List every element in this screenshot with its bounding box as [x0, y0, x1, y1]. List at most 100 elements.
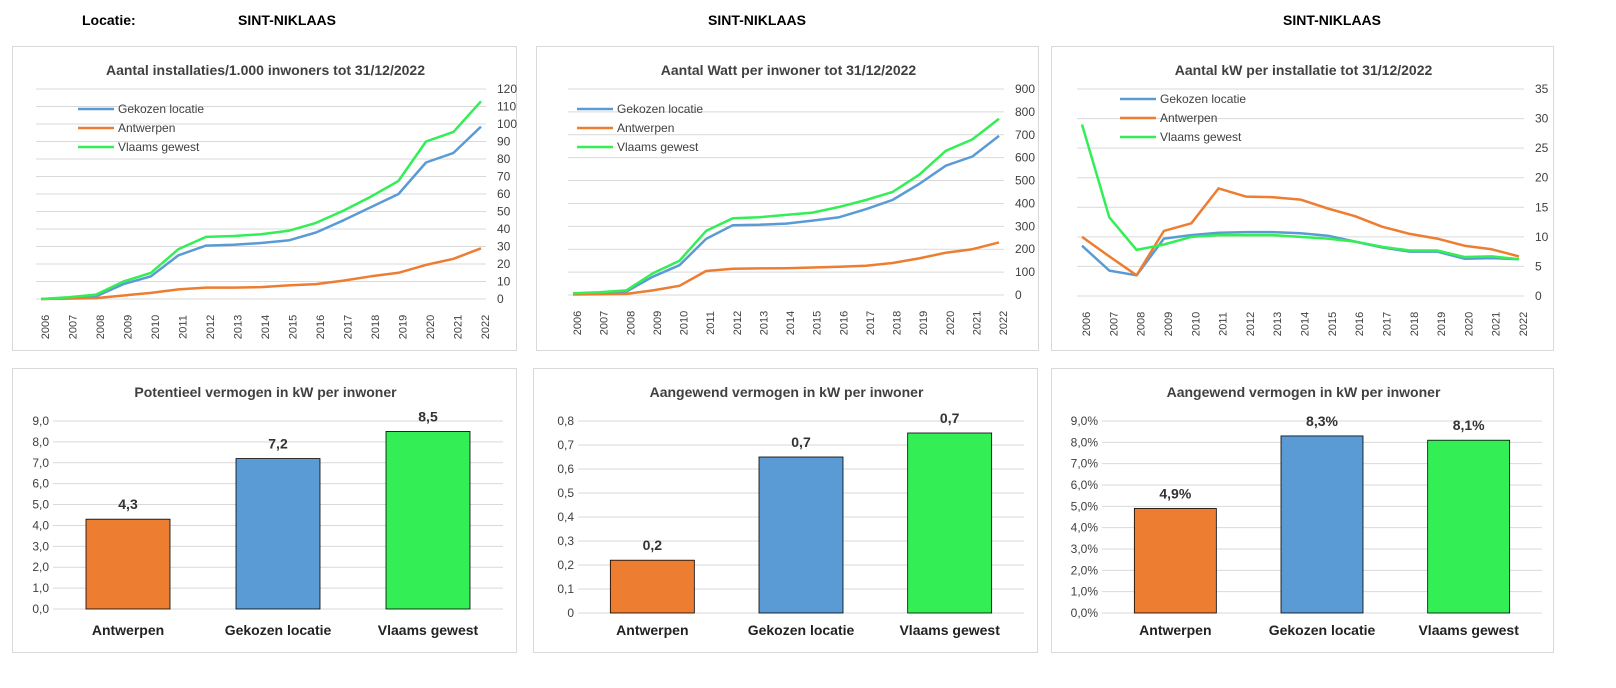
x-tick-label: 2007 [1108, 312, 1120, 336]
x-tick-label: 2012 [732, 311, 744, 335]
x-tick-label: 2007 [68, 315, 80, 339]
x-tick-label: 2008 [625, 311, 637, 335]
x-tick-label: 2014 [1300, 312, 1312, 336]
y-tick-label: 0,3 [557, 534, 574, 548]
x-tick-label: 2014 [785, 311, 797, 335]
x-tick-label: 2010 [1190, 312, 1202, 336]
y-tick-label: 0 [1535, 289, 1542, 303]
bar-data-label: 7,2 [268, 436, 288, 452]
bar-data-label: 8,3% [1306, 413, 1338, 429]
y-tick-label: 0,6 [557, 462, 574, 476]
location-value: SINT-NIKLAAS [238, 12, 336, 28]
series-line-2 [40, 100, 482, 301]
x-tick-label: 2018 [892, 311, 904, 335]
x-tick-label: 2021 [1491, 312, 1503, 336]
legend-label: Gekozen locatie [118, 102, 204, 116]
series-line-2 [1080, 124, 1520, 261]
y-tick-label: 0,0 [32, 602, 49, 616]
y-tick-label: 4,0% [1071, 521, 1099, 535]
chart-kw-per-installatie: Aantal kW per installatie tot 31/12/2022… [1051, 46, 1554, 351]
y-tick-label: 0,2 [557, 558, 574, 572]
y-tick-label: 35 [1535, 82, 1549, 96]
x-category-label: Gekozen locatie [1269, 622, 1376, 638]
legend-label: Gekozen locatie [1160, 92, 1246, 106]
y-tick-label: 900 [1015, 82, 1035, 96]
bar-1 [758, 456, 844, 614]
chart-title: Aantal kW per installatie tot 31/12/2022 [1175, 62, 1433, 78]
x-tick-label: 2013 [233, 315, 245, 339]
y-tick-label: 7,0 [32, 456, 49, 470]
y-tick-label: 0 [497, 292, 504, 306]
bar-data-label: 0,7 [791, 434, 811, 450]
x-tick-label: 2020 [1463, 312, 1475, 336]
x-tick-label: 2006 [40, 315, 52, 339]
x-category-label: Vlaams gewest [1418, 622, 1519, 638]
y-tick-label: 90 [497, 135, 511, 149]
x-category-label: Gekozen locatie [225, 622, 332, 638]
legend-label: Antwerpen [1160, 111, 1217, 125]
y-tick-label: 80 [497, 152, 511, 166]
bar-data-label: 0,2 [643, 537, 663, 553]
x-tick-label: 2019 [1436, 312, 1448, 336]
x-tick-label: 2022 [1518, 312, 1530, 336]
y-tick-label: 9,0% [1071, 414, 1099, 428]
y-tick-label: 100 [497, 117, 517, 131]
y-tick-label: 0,0% [1071, 606, 1099, 620]
x-category-label: Antwerpen [1139, 622, 1211, 638]
x-tick-label: 2019 [398, 315, 410, 339]
x-tick-label: 2009 [652, 311, 664, 335]
y-tick-label: 0,8 [557, 414, 574, 428]
bar-0 [609, 559, 695, 614]
y-tick-label: 5,0% [1071, 499, 1099, 513]
x-category-label: Vlaams gewest [899, 622, 1000, 638]
y-tick-label: 0 [1015, 288, 1022, 302]
y-tick-label: 25 [1535, 141, 1549, 155]
y-tick-label: 7,0% [1071, 457, 1099, 471]
x-tick-label: 2021 [453, 315, 465, 339]
x-tick-label: 2015 [288, 315, 300, 339]
y-tick-label: 10 [497, 275, 511, 289]
y-tick-label: 15 [1535, 200, 1549, 214]
x-category-label: Antwerpen [92, 622, 164, 638]
x-tick-label: 2019 [918, 311, 930, 335]
x-tick-label: 2008 [1136, 312, 1148, 336]
chart-aangewend-vermogen: Aangewend vermogen in kW per inwoner 0 0,1… [533, 368, 1038, 653]
y-tick-label: 2,0 [32, 560, 49, 574]
legend-label: Gekozen locatie [617, 102, 703, 116]
x-category-label: Antwerpen [616, 622, 688, 638]
legend-label: Vlaams gewest [118, 140, 200, 154]
series-line-1 [40, 247, 482, 301]
x-tick-label: 2022 [998, 311, 1010, 335]
series-line-2 [572, 117, 1000, 295]
chart-title: Aantal installaties/1.000 inwoners tot 3… [106, 62, 425, 78]
x-tick-label: 2016 [315, 315, 327, 339]
series-line-1 [572, 241, 1000, 296]
legend-label: Antwerpen [118, 121, 175, 135]
x-tick-label: 2006 [572, 311, 584, 335]
y-tick-label: 3,0 [32, 539, 49, 553]
y-tick-label: 0,4 [557, 510, 574, 524]
x-tick-label: 2007 [599, 311, 611, 335]
x-tick-label: 2013 [1272, 312, 1284, 336]
chart-watt-per-inwoner: Aantal Watt per inwoner tot 31/12/2022 0 1… [536, 46, 1039, 351]
y-tick-label: 100 [1015, 265, 1035, 279]
x-tick-label: 2011 [178, 315, 190, 339]
y-tick-label: 20 [1535, 171, 1549, 185]
x-tick-label: 2018 [1409, 312, 1421, 336]
y-tick-label: 1,0 [32, 581, 49, 595]
chart-aangewend-vermogen-pct: Aangewend vermogen in kW per inwoner 0,0%… [1051, 368, 1554, 653]
x-tick-label: 2018 [370, 315, 382, 339]
chart-svg: Aantal kW per installatie tot 31/12/2022… [1077, 62, 1549, 336]
y-tick-label: 70 [497, 170, 511, 184]
y-tick-label: 0,5 [557, 486, 574, 500]
y-tick-label: 600 [1015, 151, 1035, 165]
x-tick-label: 2017 [1381, 312, 1393, 336]
y-tick-label: 20 [497, 257, 511, 271]
chart-svg: Aantal installaties/1.000 inwoners tot 3… [36, 62, 517, 339]
y-tick-label: 400 [1015, 196, 1035, 210]
series-line-0 [40, 125, 482, 301]
y-tick-label: 0 [567, 606, 574, 620]
x-tick-label: 2022 [480, 315, 492, 339]
y-tick-label: 6,0% [1071, 478, 1099, 492]
x-tick-label: 2016 [838, 311, 850, 335]
